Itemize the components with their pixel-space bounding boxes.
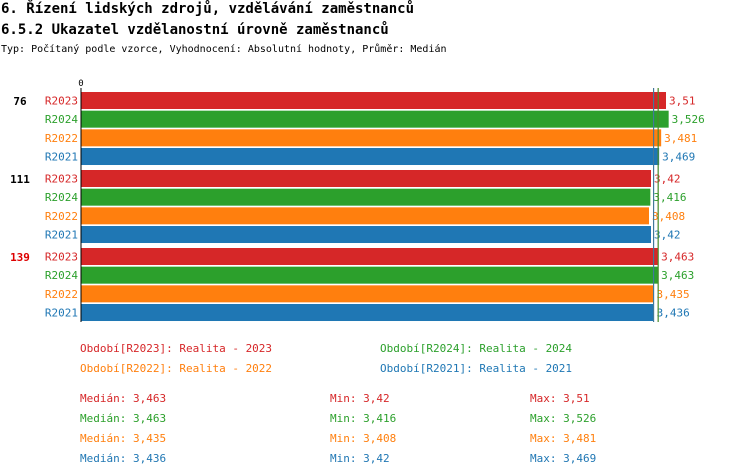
series-label: R2021 [45,307,78,320]
legend-item: Období[R2024]: Realita - 2024 [380,342,573,355]
series-label: R2023 [45,95,78,108]
bar [81,170,651,187]
bar [81,188,651,206]
bar [81,304,654,322]
bar [81,207,649,225]
bar [81,148,660,166]
stat-median: Medián: 3,435 [80,432,167,445]
series-label: R2021 [45,229,78,242]
data-label: 3,463 [661,251,694,264]
stat-min: Min: 3,416 [330,412,397,425]
stat-median: Medián: 3,463 [80,412,167,425]
legend-item: Období[R2021]: Realita - 2021 [380,362,573,375]
legend-item: Období[R2022]: Realita - 2022 [80,362,273,375]
data-label: 3,463 [661,269,694,282]
stat-min: Min: 3,408 [330,432,397,445]
stat-max: Max: 3,51 [530,392,590,405]
data-label: 3,526 [672,113,705,126]
series-label: R2023 [45,251,78,264]
page-title: 6. Řízení lidských zdrojů, vzdělávání za… [1,1,415,17]
data-label: 3,408 [652,210,685,223]
bar [81,226,651,244]
series-label: R2021 [45,151,78,164]
data-label: 3,481 [664,132,697,145]
stat-max: Max: 3,481 [530,432,597,445]
stat-median: Medián: 3,436 [80,452,167,465]
data-label: 3,51 [669,95,696,108]
data-label: 3,436 [657,307,690,320]
series-label: R2022 [45,288,78,301]
series-label: R2024 [45,191,78,204]
series-label: R2022 [45,210,78,223]
group-label: 139 [10,251,30,264]
chart-title: 6.5.2 Ukazatel vzdělanostní úrovně zaměs… [1,22,389,38]
series-label: R2022 [45,132,78,145]
data-label: 3,435 [657,288,690,301]
stat-min: Min: 3,42 [330,452,390,465]
axis-zero-label: 0 [78,79,83,89]
bar [81,129,662,147]
series-label: R2024 [45,113,78,126]
stat-min: Min: 3,42 [330,392,390,405]
series-label: R2023 [45,173,78,186]
bar [81,110,669,128]
bar [81,266,659,284]
bar [81,285,654,303]
group-label: 111 [10,173,30,186]
bar [81,248,659,265]
stat-max: Max: 3,469 [530,452,597,465]
series-label: R2024 [45,269,78,282]
stat-max: Max: 3,526 [530,412,597,425]
data-label: 3,469 [662,151,695,164]
legend-item: Období[R2023]: Realita - 2023 [80,342,273,355]
data-label: 3,42 [654,229,681,242]
group-label: 76 [13,95,27,108]
data-label: 3,42 [654,173,681,186]
stat-median: Medián: 3,463 [80,392,167,405]
data-label: 3,416 [653,191,686,204]
chart-info: Typ: Počítaný podle vzorce, Vyhodnocení:… [1,44,447,55]
bar [81,92,666,109]
